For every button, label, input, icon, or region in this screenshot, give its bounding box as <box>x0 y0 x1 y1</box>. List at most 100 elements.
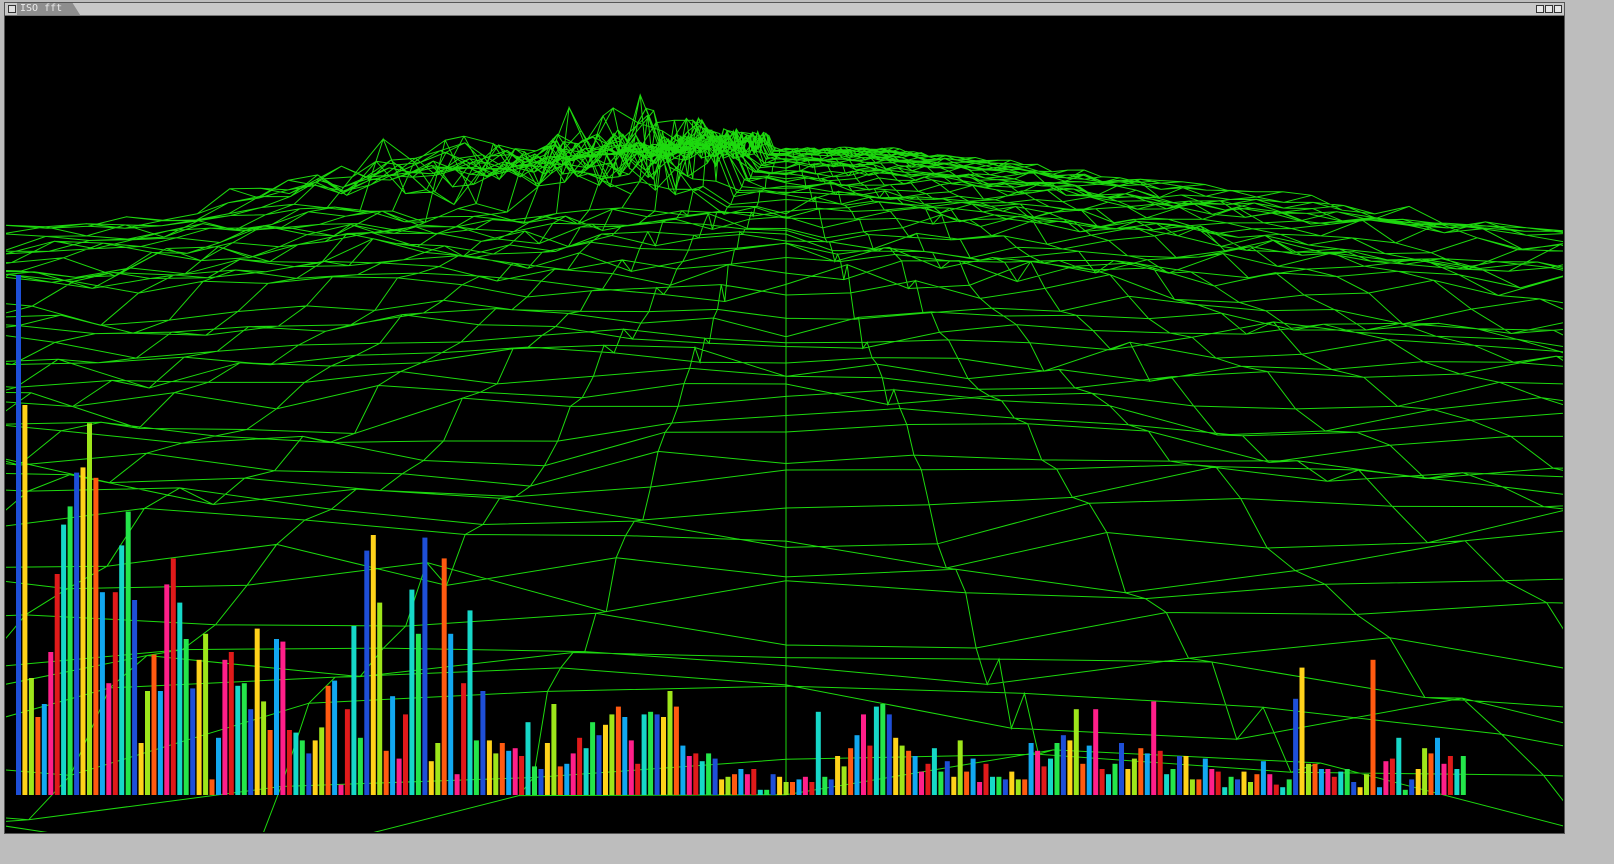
spectrum-bar <box>532 766 537 795</box>
spectrum-bar <box>590 722 596 795</box>
spectrum-bar <box>1119 743 1124 795</box>
spectrum-bar <box>506 750 512 795</box>
spectrum-bar <box>99 592 105 795</box>
spectrum-bar <box>848 748 854 795</box>
spectrum-bar <box>1151 701 1157 795</box>
spectrum-bar <box>454 774 460 795</box>
spectrum-bar <box>1312 763 1318 795</box>
spectrum-bar <box>1299 667 1305 795</box>
spectrum-bar <box>170 558 176 795</box>
spectrum-bar <box>499 743 505 795</box>
spectrum-bar <box>1248 782 1253 795</box>
spectrum-bar <box>1041 766 1047 795</box>
spectrum-bar <box>16 275 21 795</box>
spectrum-bar <box>28 678 34 795</box>
spectrum-bar <box>873 706 879 795</box>
spectrum-bar <box>919 771 924 795</box>
fft-visualization <box>6 93 1563 832</box>
spectrum-bar <box>1415 769 1421 795</box>
spectrum-bar <box>732 774 737 795</box>
spectrum-bar <box>67 506 73 795</box>
spectrum-bar <box>1009 771 1015 795</box>
spectrum-bar <box>448 633 454 795</box>
spectrum-bar <box>1280 787 1286 795</box>
spectrum-bar <box>1273 784 1279 795</box>
maximize-icon[interactable] <box>1545 5 1553 13</box>
spectrum-bar <box>1086 745 1092 795</box>
spectrum-bar <box>1325 769 1331 795</box>
spectrum-bar <box>835 756 841 795</box>
spectrum-bar <box>880 704 886 795</box>
spectrum-bar <box>712 758 718 795</box>
spectrum-bar <box>1422 748 1428 795</box>
spectrum-bar <box>41 704 47 795</box>
spectrum-bar <box>1351 782 1357 795</box>
spectrum-bar <box>899 745 905 795</box>
spectrum-bar <box>1183 756 1189 795</box>
minimize-icon[interactable] <box>1536 5 1544 13</box>
spectrum-bar <box>357 737 363 795</box>
spectrum-bar <box>809 782 815 795</box>
spectrum-bar <box>764 789 770 795</box>
spectrum-bar <box>1370 659 1376 795</box>
close-icon[interactable] <box>1554 5 1562 13</box>
spectrum-bar <box>609 714 615 795</box>
spectrum-bar <box>628 740 634 795</box>
spectrum-bar <box>673 706 679 795</box>
spectrum-bar <box>1344 769 1350 795</box>
spectrum-bar <box>583 748 589 795</box>
spectrum-bar <box>261 701 267 795</box>
spectrum-bar <box>383 750 389 795</box>
spectrum-bar <box>944 761 950 795</box>
spectrum-bar <box>822 776 828 795</box>
window-menu-icon[interactable] <box>8 5 16 13</box>
spectrum-bar <box>415 633 421 795</box>
app-window: ISO fft <box>4 2 1565 834</box>
spectrum-bar <box>1286 779 1292 795</box>
spectrum-bar <box>1112 763 1118 795</box>
spectrum-bar <box>667 691 673 795</box>
spectrum-bar <box>332 680 338 795</box>
spectrum-bar <box>319 727 325 795</box>
spectrum-bar <box>203 633 209 795</box>
spectrum-bar <box>1202 758 1208 795</box>
spectrum-bar <box>1441 763 1447 795</box>
spectrum-bar <box>138 743 144 795</box>
spectrum-bar <box>1447 756 1453 795</box>
spectrum-bar <box>815 711 821 795</box>
spectrum-bar <box>190 688 196 795</box>
spectrum-bar <box>351 626 357 795</box>
spectrum-bar <box>1364 774 1369 795</box>
spectrum-bar <box>1357 787 1363 795</box>
spectrum-bar <box>1170 769 1176 795</box>
spectrum-bar <box>403 714 408 795</box>
spectrum-bar <box>1131 758 1137 795</box>
spectrum-bar <box>80 467 86 795</box>
spectrum-bar <box>1318 769 1324 795</box>
spectrum-bar <box>93 477 99 795</box>
spectrum-bar <box>538 769 544 795</box>
spectrum-bar <box>286 730 292 795</box>
spectrum-bar <box>106 683 112 795</box>
spectrum-bar <box>951 776 957 795</box>
spectrum-bar <box>1428 753 1434 795</box>
spectrum-bar <box>661 717 666 795</box>
spectrum-bar <box>519 756 525 795</box>
spectrum-bar <box>1331 776 1337 795</box>
spectrum-bar <box>1157 750 1163 795</box>
spectrum-bar <box>441 558 447 795</box>
spectrum-bar <box>699 761 705 795</box>
spectrum-bar <box>235 685 241 795</box>
spectrum-bar <box>248 709 254 795</box>
spectrum-bar <box>551 704 557 795</box>
spectrum-bar <box>54 574 60 795</box>
spectrum-bar <box>622 717 628 795</box>
spectrum-bar <box>1015 779 1021 795</box>
spectrum-bar <box>686 756 692 795</box>
spectrum-bar <box>957 740 963 795</box>
title-bar[interactable]: ISO fft <box>5 3 1564 16</box>
spectrum-bar <box>344 709 350 795</box>
spectrum-bar <box>1048 758 1053 795</box>
spectrum-bar <box>1402 789 1408 795</box>
spectrum-bar <box>654 714 660 795</box>
